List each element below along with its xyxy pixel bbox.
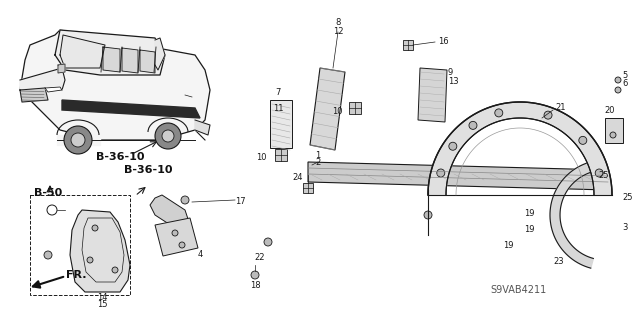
Text: 5: 5 — [622, 70, 627, 79]
Text: 10: 10 — [257, 153, 267, 162]
Polygon shape — [310, 68, 345, 150]
Text: 25: 25 — [622, 194, 632, 203]
Circle shape — [264, 238, 272, 246]
Circle shape — [595, 169, 604, 177]
Polygon shape — [428, 102, 612, 195]
Text: 14: 14 — [97, 293, 108, 302]
Circle shape — [424, 211, 432, 219]
Polygon shape — [62, 100, 200, 118]
Polygon shape — [58, 64, 65, 73]
Text: 23: 23 — [553, 257, 564, 266]
Text: 3: 3 — [622, 224, 627, 233]
Text: 17: 17 — [235, 197, 245, 206]
Text: 10: 10 — [333, 108, 343, 116]
Circle shape — [610, 132, 616, 138]
Text: 19: 19 — [524, 226, 534, 234]
Circle shape — [251, 271, 259, 279]
Text: B-36-10: B-36-10 — [96, 152, 144, 162]
Text: 19: 19 — [503, 241, 513, 250]
Bar — [270, 100, 292, 148]
Text: B-36-10: B-36-10 — [124, 165, 172, 175]
Bar — [349, 102, 361, 114]
Bar — [605, 118, 623, 143]
Polygon shape — [20, 30, 210, 140]
Bar — [275, 149, 287, 161]
Polygon shape — [20, 88, 48, 102]
Text: FR.: FR. — [66, 270, 86, 280]
Polygon shape — [70, 210, 130, 292]
Polygon shape — [122, 48, 138, 73]
Bar — [30, 195, 130, 295]
Text: 11: 11 — [273, 104, 284, 113]
Circle shape — [155, 123, 181, 149]
Polygon shape — [418, 68, 447, 122]
Polygon shape — [55, 30, 165, 75]
Text: 24: 24 — [292, 173, 303, 182]
Circle shape — [71, 133, 85, 147]
Circle shape — [495, 109, 503, 117]
Circle shape — [179, 242, 185, 248]
Circle shape — [436, 169, 445, 177]
Polygon shape — [308, 162, 608, 190]
Circle shape — [615, 77, 621, 83]
Polygon shape — [155, 218, 198, 256]
Text: 16: 16 — [438, 38, 449, 47]
Circle shape — [87, 257, 93, 263]
Circle shape — [172, 230, 178, 236]
Text: 22: 22 — [255, 253, 265, 262]
Text: 18: 18 — [250, 281, 260, 290]
Circle shape — [92, 225, 98, 231]
Bar — [403, 40, 413, 50]
Text: 8: 8 — [335, 18, 340, 27]
Polygon shape — [140, 50, 155, 73]
Polygon shape — [57, 135, 100, 145]
Text: S9VAB4211: S9VAB4211 — [490, 285, 547, 295]
Polygon shape — [20, 68, 65, 90]
Circle shape — [181, 196, 189, 204]
Circle shape — [579, 136, 587, 145]
Circle shape — [449, 142, 457, 150]
Polygon shape — [60, 35, 105, 68]
Text: B-50: B-50 — [34, 188, 62, 198]
Circle shape — [162, 130, 174, 142]
Polygon shape — [550, 163, 593, 268]
Circle shape — [544, 111, 552, 119]
Polygon shape — [195, 120, 210, 135]
Text: 21: 21 — [555, 103, 566, 113]
Circle shape — [469, 121, 477, 130]
Text: 4: 4 — [198, 250, 204, 259]
Polygon shape — [45, 87, 62, 92]
Text: 1: 1 — [316, 151, 321, 160]
Text: 9: 9 — [448, 68, 453, 77]
Text: 25: 25 — [598, 170, 609, 180]
Circle shape — [615, 87, 621, 93]
Text: 20: 20 — [605, 106, 615, 115]
Text: 12: 12 — [333, 27, 343, 36]
Text: 13: 13 — [448, 77, 459, 86]
Polygon shape — [103, 47, 120, 72]
Text: 6: 6 — [622, 79, 627, 88]
Polygon shape — [155, 38, 165, 70]
Circle shape — [112, 267, 118, 273]
Text: 2: 2 — [316, 158, 321, 167]
Text: 7: 7 — [275, 88, 281, 97]
Text: 15: 15 — [97, 300, 108, 309]
Bar — [303, 183, 313, 193]
Circle shape — [64, 126, 92, 154]
Circle shape — [44, 251, 52, 259]
Text: 19: 19 — [524, 209, 534, 218]
Polygon shape — [150, 195, 190, 232]
